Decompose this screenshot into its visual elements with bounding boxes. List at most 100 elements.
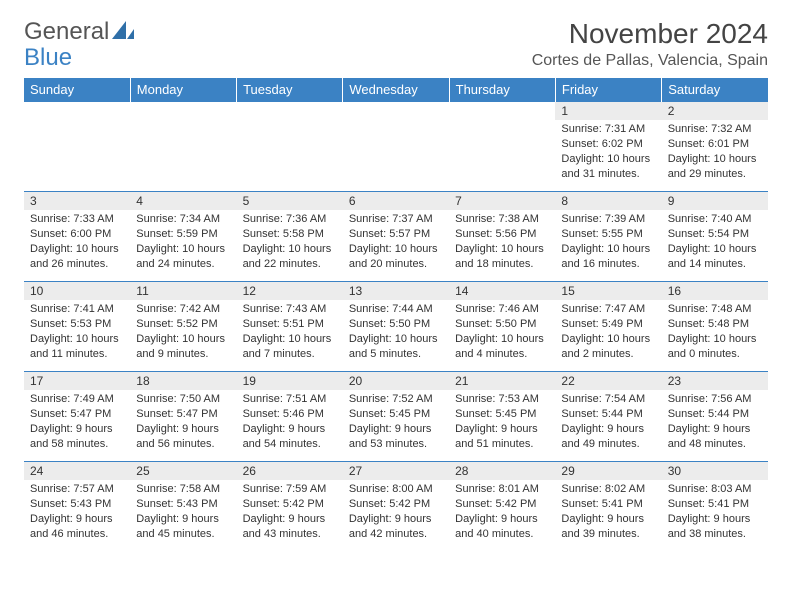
brand-sail-icon	[112, 21, 134, 44]
calendar-cell: 28Sunrise: 8:01 AMSunset: 5:42 PMDayligh…	[449, 462, 555, 552]
location-text: Cortes de Pallas, Valencia, Spain	[532, 52, 768, 70]
day-header-row: SundayMondayTuesdayWednesdayThursdayFrid…	[24, 78, 768, 102]
brand-line2: Blue	[24, 44, 72, 71]
calendar-week-row: 17Sunrise: 7:49 AMSunset: 5:47 PMDayligh…	[24, 372, 768, 462]
calendar-cell: 13Sunrise: 7:44 AMSunset: 5:50 PMDayligh…	[343, 282, 449, 372]
day-content: Sunrise: 7:32 AMSunset: 6:01 PMDaylight:…	[662, 120, 768, 185]
brand-line1: General	[24, 18, 109, 45]
calendar-cell: 15Sunrise: 7:47 AMSunset: 5:49 PMDayligh…	[555, 282, 661, 372]
day-content: Sunrise: 7:34 AMSunset: 5:59 PMDaylight:…	[130, 210, 236, 275]
calendar-cell: 16Sunrise: 7:48 AMSunset: 5:48 PMDayligh…	[662, 282, 768, 372]
day-header: Wednesday	[343, 78, 449, 102]
day-content: Sunrise: 7:37 AMSunset: 5:57 PMDaylight:…	[343, 210, 449, 275]
calendar-cell	[237, 102, 343, 192]
day-number: 9	[662, 192, 768, 210]
day-number: 20	[343, 372, 449, 390]
calendar-cell: 26Sunrise: 7:59 AMSunset: 5:42 PMDayligh…	[237, 462, 343, 552]
day-content: Sunrise: 7:58 AMSunset: 5:43 PMDaylight:…	[130, 480, 236, 545]
day-content: Sunrise: 7:59 AMSunset: 5:42 PMDaylight:…	[237, 480, 343, 545]
day-content: Sunrise: 8:01 AMSunset: 5:42 PMDaylight:…	[449, 480, 555, 545]
calendar-page: General Blue November 2024 Cortes de Pal…	[0, 0, 792, 570]
calendar-table: SundayMondayTuesdayWednesdayThursdayFrid…	[24, 78, 768, 552]
day-content: Sunrise: 7:33 AMSunset: 6:00 PMDaylight:…	[24, 210, 130, 275]
day-number: 7	[449, 192, 555, 210]
calendar-cell: 23Sunrise: 7:56 AMSunset: 5:44 PMDayligh…	[662, 372, 768, 462]
calendar-cell: 14Sunrise: 7:46 AMSunset: 5:50 PMDayligh…	[449, 282, 555, 372]
day-content: Sunrise: 7:42 AMSunset: 5:52 PMDaylight:…	[130, 300, 236, 365]
day-content: Sunrise: 7:48 AMSunset: 5:48 PMDaylight:…	[662, 300, 768, 365]
day-number: 21	[449, 372, 555, 390]
brand-text: General Blue	[24, 20, 134, 70]
brand-logo: General Blue	[24, 20, 134, 70]
day-content: Sunrise: 7:31 AMSunset: 6:02 PMDaylight:…	[555, 120, 661, 185]
day-number: 2	[662, 102, 768, 120]
calendar-cell: 10Sunrise: 7:41 AMSunset: 5:53 PMDayligh…	[24, 282, 130, 372]
calendar-cell: 3Sunrise: 7:33 AMSunset: 6:00 PMDaylight…	[24, 192, 130, 282]
day-number: 5	[237, 192, 343, 210]
calendar-cell: 12Sunrise: 7:43 AMSunset: 5:51 PMDayligh…	[237, 282, 343, 372]
day-content: Sunrise: 7:47 AMSunset: 5:49 PMDaylight:…	[555, 300, 661, 365]
day-number: 3	[24, 192, 130, 210]
day-content: Sunrise: 7:53 AMSunset: 5:45 PMDaylight:…	[449, 390, 555, 455]
calendar-cell	[130, 102, 236, 192]
calendar-cell	[449, 102, 555, 192]
day-number: 17	[24, 372, 130, 390]
day-number: 1	[555, 102, 661, 120]
day-number: 11	[130, 282, 236, 300]
day-number: 27	[343, 462, 449, 480]
calendar-week-row: 10Sunrise: 7:41 AMSunset: 5:53 PMDayligh…	[24, 282, 768, 372]
day-content: Sunrise: 7:40 AMSunset: 5:54 PMDaylight:…	[662, 210, 768, 275]
day-content: Sunrise: 7:51 AMSunset: 5:46 PMDaylight:…	[237, 390, 343, 455]
calendar-cell: 7Sunrise: 7:38 AMSunset: 5:56 PMDaylight…	[449, 192, 555, 282]
calendar-cell: 21Sunrise: 7:53 AMSunset: 5:45 PMDayligh…	[449, 372, 555, 462]
day-number: 14	[449, 282, 555, 300]
day-number: 25	[130, 462, 236, 480]
day-content: Sunrise: 7:49 AMSunset: 5:47 PMDaylight:…	[24, 390, 130, 455]
day-number: 26	[237, 462, 343, 480]
title-block: November 2024 Cortes de Pallas, Valencia…	[532, 18, 768, 70]
day-number: 13	[343, 282, 449, 300]
calendar-cell: 17Sunrise: 7:49 AMSunset: 5:47 PMDayligh…	[24, 372, 130, 462]
day-content: Sunrise: 7:44 AMSunset: 5:50 PMDaylight:…	[343, 300, 449, 365]
day-content: Sunrise: 7:46 AMSunset: 5:50 PMDaylight:…	[449, 300, 555, 365]
calendar-week-row: 1Sunrise: 7:31 AMSunset: 6:02 PMDaylight…	[24, 102, 768, 192]
calendar-cell	[24, 102, 130, 192]
day-content: Sunrise: 8:03 AMSunset: 5:41 PMDaylight:…	[662, 480, 768, 545]
calendar-head: SundayMondayTuesdayWednesdayThursdayFrid…	[24, 78, 768, 102]
calendar-cell: 29Sunrise: 8:02 AMSunset: 5:41 PMDayligh…	[555, 462, 661, 552]
day-content: Sunrise: 7:39 AMSunset: 5:55 PMDaylight:…	[555, 210, 661, 275]
calendar-cell: 19Sunrise: 7:51 AMSunset: 5:46 PMDayligh…	[237, 372, 343, 462]
day-content: Sunrise: 7:56 AMSunset: 5:44 PMDaylight:…	[662, 390, 768, 455]
day-number: 29	[555, 462, 661, 480]
day-number: 22	[555, 372, 661, 390]
day-content: Sunrise: 8:02 AMSunset: 5:41 PMDaylight:…	[555, 480, 661, 545]
calendar-cell: 5Sunrise: 7:36 AMSunset: 5:58 PMDaylight…	[237, 192, 343, 282]
day-header: Thursday	[449, 78, 555, 102]
day-number: 10	[24, 282, 130, 300]
day-content: Sunrise: 7:52 AMSunset: 5:45 PMDaylight:…	[343, 390, 449, 455]
day-content: Sunrise: 7:54 AMSunset: 5:44 PMDaylight:…	[555, 390, 661, 455]
day-header: Friday	[555, 78, 661, 102]
day-number: 24	[24, 462, 130, 480]
calendar-cell: 2Sunrise: 7:32 AMSunset: 6:01 PMDaylight…	[662, 102, 768, 192]
calendar-body: 1Sunrise: 7:31 AMSunset: 6:02 PMDaylight…	[24, 102, 768, 552]
day-number: 28	[449, 462, 555, 480]
day-number: 8	[555, 192, 661, 210]
calendar-cell: 24Sunrise: 7:57 AMSunset: 5:43 PMDayligh…	[24, 462, 130, 552]
day-header: Monday	[130, 78, 236, 102]
day-content: Sunrise: 7:57 AMSunset: 5:43 PMDaylight:…	[24, 480, 130, 545]
calendar-cell	[343, 102, 449, 192]
calendar-cell: 8Sunrise: 7:39 AMSunset: 5:55 PMDaylight…	[555, 192, 661, 282]
day-number: 19	[237, 372, 343, 390]
day-header: Saturday	[662, 78, 768, 102]
calendar-cell: 6Sunrise: 7:37 AMSunset: 5:57 PMDaylight…	[343, 192, 449, 282]
day-number: 4	[130, 192, 236, 210]
calendar-cell: 25Sunrise: 7:58 AMSunset: 5:43 PMDayligh…	[130, 462, 236, 552]
day-number: 18	[130, 372, 236, 390]
calendar-cell: 1Sunrise: 7:31 AMSunset: 6:02 PMDaylight…	[555, 102, 661, 192]
day-content: Sunrise: 7:38 AMSunset: 5:56 PMDaylight:…	[449, 210, 555, 275]
day-content: Sunrise: 7:43 AMSunset: 5:51 PMDaylight:…	[237, 300, 343, 365]
day-number: 30	[662, 462, 768, 480]
day-content: Sunrise: 7:41 AMSunset: 5:53 PMDaylight:…	[24, 300, 130, 365]
page-header: General Blue November 2024 Cortes de Pal…	[24, 18, 768, 70]
